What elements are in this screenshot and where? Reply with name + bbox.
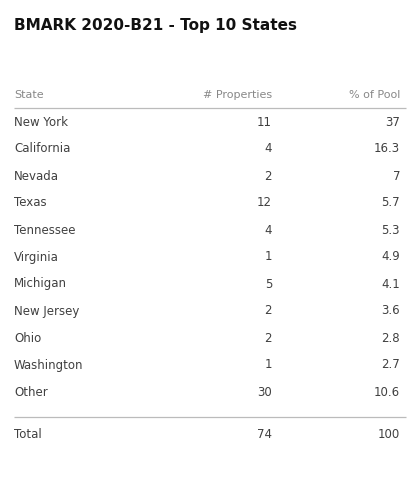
Text: 5: 5 [265, 278, 272, 291]
Text: 74: 74 [257, 429, 272, 442]
Text: 37: 37 [385, 115, 400, 129]
Text: 5.3: 5.3 [381, 224, 400, 237]
Text: Texas: Texas [14, 196, 47, 209]
Text: 1: 1 [265, 250, 272, 263]
Text: 4.1: 4.1 [381, 278, 400, 291]
Text: New York: New York [14, 115, 68, 129]
Text: California: California [14, 143, 71, 155]
Text: 10.6: 10.6 [374, 386, 400, 398]
Text: 2.7: 2.7 [381, 358, 400, 372]
Text: Washington: Washington [14, 358, 84, 372]
Text: % of Pool: % of Pool [349, 90, 400, 100]
Text: 12: 12 [257, 196, 272, 209]
Text: 4.9: 4.9 [381, 250, 400, 263]
Text: Ohio: Ohio [14, 332, 41, 344]
Text: State: State [14, 90, 44, 100]
Text: 100: 100 [378, 429, 400, 442]
Text: 2: 2 [265, 332, 272, 344]
Text: 4: 4 [265, 224, 272, 237]
Text: Virginia: Virginia [14, 250, 59, 263]
Text: 4: 4 [265, 143, 272, 155]
Text: 2: 2 [265, 304, 272, 318]
Text: Michigan: Michigan [14, 278, 67, 291]
Text: 7: 7 [393, 169, 400, 183]
Text: New Jersey: New Jersey [14, 304, 79, 318]
Text: 30: 30 [257, 386, 272, 398]
Text: BMARK 2020-B21 - Top 10 States: BMARK 2020-B21 - Top 10 States [14, 18, 297, 33]
Text: 16.3: 16.3 [374, 143, 400, 155]
Text: Tennessee: Tennessee [14, 224, 76, 237]
Text: Total: Total [14, 429, 42, 442]
Text: 1: 1 [265, 358, 272, 372]
Text: # Properties: # Properties [203, 90, 272, 100]
Text: 2: 2 [265, 169, 272, 183]
Text: Nevada: Nevada [14, 169, 59, 183]
Text: 11: 11 [257, 115, 272, 129]
Text: 3.6: 3.6 [381, 304, 400, 318]
Text: 5.7: 5.7 [381, 196, 400, 209]
Text: 2.8: 2.8 [381, 332, 400, 344]
Text: Other: Other [14, 386, 48, 398]
